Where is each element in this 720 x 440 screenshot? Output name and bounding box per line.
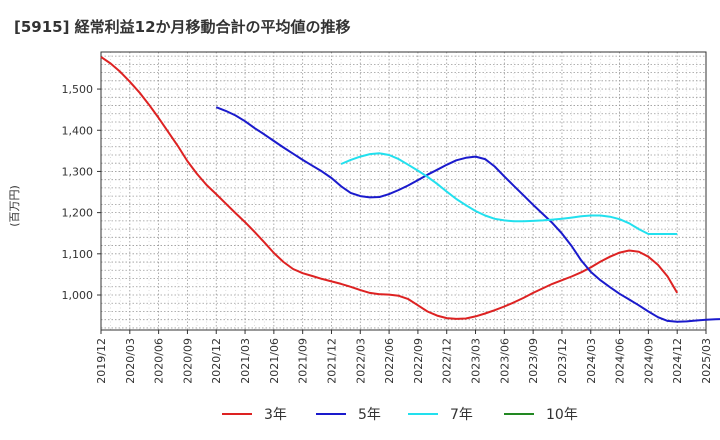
legend-label-1: 5年	[358, 407, 381, 423]
legend-label-0: 3年	[264, 407, 287, 423]
series-layer	[100, 56, 720, 323]
series-line-2	[340, 152, 678, 235]
x-tick-label: 2023/12	[556, 338, 569, 384]
x-tick-label: 2020/12	[210, 338, 223, 384]
legend-label-3: 10年	[546, 407, 578, 423]
legend-label-2: 7年	[450, 407, 473, 423]
series-line-0	[100, 56, 679, 320]
x-tick-label: 2024/03	[585, 338, 598, 384]
x-tick-label: 2024/06	[614, 338, 627, 384]
x-tick-label: 2021/12	[325, 338, 338, 384]
y-tick-label: 1,400	[62, 124, 94, 137]
x-tick-label: 2019/12	[95, 338, 108, 384]
x-tick-label: 2024/12	[671, 338, 684, 384]
y-tick-label: 1,100	[62, 248, 94, 261]
x-tick-label: 2021/09	[297, 338, 310, 384]
y-axis-label: (百万円)	[8, 185, 21, 227]
plot-frame	[100, 51, 707, 331]
legend: 3年 5年 7年 10年	[222, 407, 578, 423]
y-tick-label: 1,500	[62, 83, 94, 96]
grid	[101, 52, 706, 330]
series-line-1	[215, 106, 720, 323]
x-tick-label: 2023/09	[527, 338, 540, 384]
x-tick-label: 2023/06	[498, 338, 511, 384]
x-tick-label: 2024/09	[642, 338, 655, 384]
y-tick-label: 1,000	[62, 289, 94, 302]
x-tick-label: 2020/06	[153, 338, 166, 384]
x-tick-label: 2020/09	[181, 338, 194, 384]
x-tick-label: 2022/06	[383, 338, 396, 384]
chart-title: [5915] 経常利益12か月移動合計の平均値の推移	[14, 18, 351, 36]
y-tick-label: 1,200	[62, 207, 94, 220]
x-tick-label: 2025/03	[700, 338, 713, 384]
x-tick-label: 2023/03	[470, 338, 483, 384]
x-tick-label: 2022/09	[412, 338, 425, 384]
x-tick-label: 2022/12	[441, 338, 454, 384]
x-tick-label: 2020/03	[124, 338, 137, 384]
x-tick-label: 2022/03	[354, 338, 367, 384]
axis-labels: 2019/12 2020/03 2020/06 2020/09 2020/12 2021/…	[62, 83, 714, 384]
x-tick-label: 2021/06	[268, 338, 281, 384]
x-tick-label: 2021/03	[239, 338, 252, 384]
y-tick-label: 1,300	[62, 165, 94, 178]
